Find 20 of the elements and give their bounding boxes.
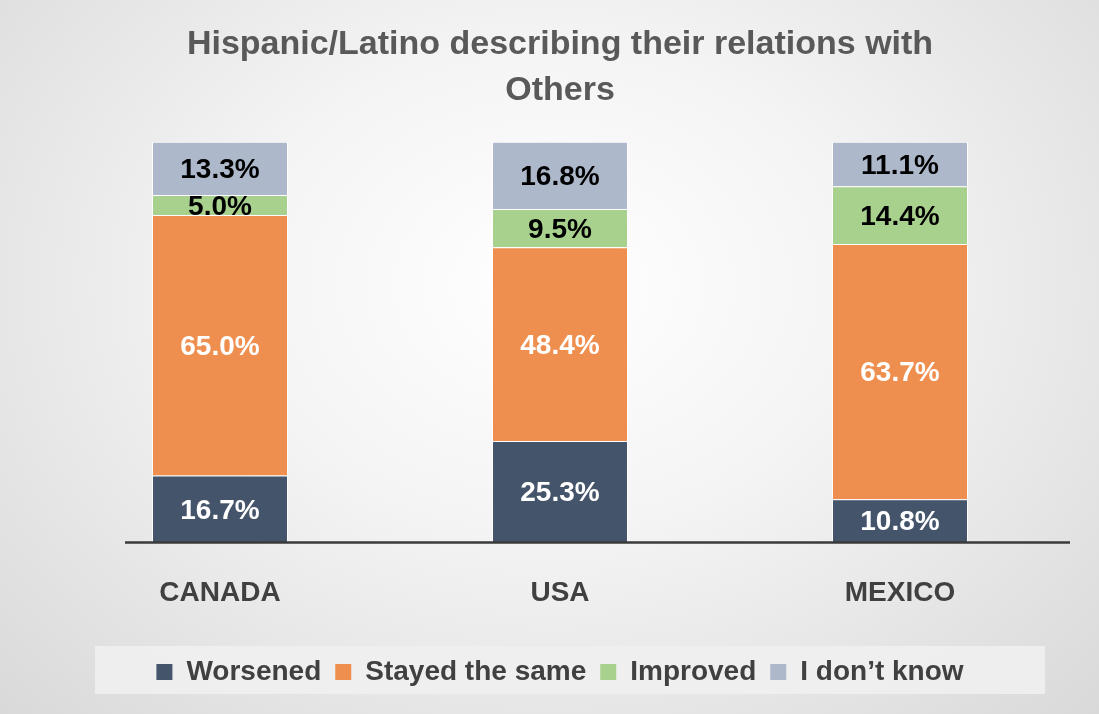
legend-label: I don’t know: [800, 654, 964, 686]
x-tick-label: MEXICO: [844, 575, 956, 607]
data-label: 16.8%: [520, 160, 600, 192]
x-tick-label: CANADA: [159, 575, 281, 607]
x-tick-label: USA: [530, 575, 590, 607]
data-label: 63.7%: [860, 356, 940, 388]
data-label: 9.5%: [528, 212, 593, 244]
data-label: 14.4%: [860, 199, 940, 231]
data-label: 10.8%: [860, 505, 940, 537]
data-label: 25.3%: [520, 476, 600, 508]
data-label: 11.1%: [861, 148, 940, 180]
chart-title: Hispanic/Latino describing their relations with Others: [186, 23, 934, 108]
data-label: 16.7%: [180, 493, 260, 525]
legend-label: Stayed the same: [365, 654, 587, 686]
legend-label: Worsened: [186, 654, 322, 686]
data-label: 5.0%: [188, 189, 253, 221]
data-label: 48.4%: [520, 328, 600, 360]
data-label: 65.0%: [180, 330, 260, 362]
legend-label: Improved: [630, 654, 757, 686]
data-label: 13.3%: [180, 153, 260, 185]
